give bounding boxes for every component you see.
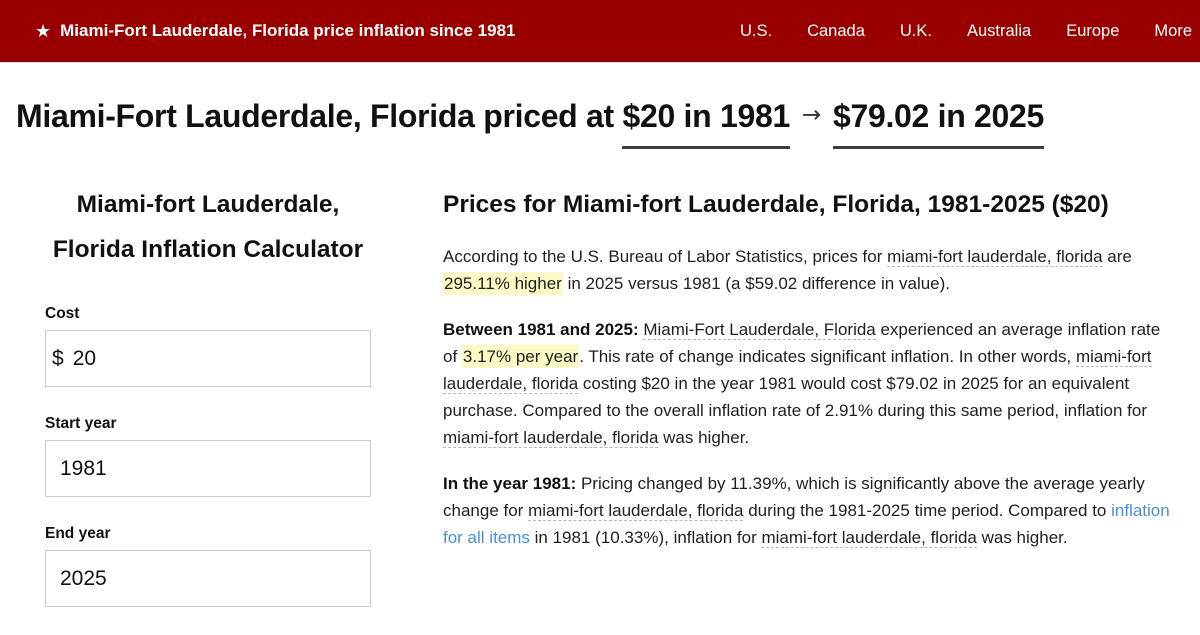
inline-text: was higher.	[658, 428, 750, 447]
bold-lead: Between 1981 and 2025:	[443, 320, 644, 339]
prices-article: Prices for Miami-fort Lauderdale, Florid…	[443, 182, 1170, 635]
cost-label: Cost	[45, 305, 80, 322]
paragraph-year-1981: In the year 1981: Pricing changed by 11.…	[443, 470, 1170, 551]
city-term: miami-fort lauderdale, florida	[528, 501, 744, 521]
end-year-label: End year	[45, 525, 111, 542]
cost-input-box[interactable]: $	[45, 330, 371, 387]
inline-text: are	[1102, 247, 1132, 266]
highlight-percent-higher: 295.11% higher	[443, 272, 563, 295]
inline-text: was higher.	[976, 528, 1068, 547]
inflation-calculator: Miami-fort Lauderdale, Florida Inflation…	[16, 182, 400, 635]
nav-link-more[interactable]: More	[1154, 21, 1192, 40]
brand-link[interactable]: ★ Miami-Fort Lauderdale, Florida price i…	[35, 21, 515, 42]
hero-from-value: $20 in 1981	[622, 98, 790, 149]
cost-field-group: Cost $	[45, 305, 371, 387]
inline-text: in 2025 versus 1981 (a $59.02 difference…	[562, 274, 951, 293]
article-heading: Prices for Miami-fort Lauderdale, Florid…	[443, 191, 1109, 218]
region-nav: U.S. Canada U.K. Australia Europe More	[740, 22, 1194, 41]
city-term: miami-fort lauderdale, florida	[443, 428, 659, 448]
city-term: Miami-Fort Lauderdale, Florida	[643, 320, 876, 340]
nav-link-europe[interactable]: Europe	[1066, 21, 1120, 40]
nav-link-uk[interactable]: U.K.	[899, 21, 932, 40]
start-year-field-group: Start year	[45, 415, 371, 497]
start-year-label: Start year	[45, 415, 117, 432]
paragraph-between-years: Between 1981 and 2025: Miami-Fort Lauder…	[443, 316, 1170, 451]
nav-link-us[interactable]: U.S.	[739, 21, 773, 40]
inline-text: during the 1981-2025 time period. Compar…	[743, 501, 1112, 520]
inline-text: costing $20 in the year 1981 would cost …	[443, 374, 1148, 420]
end-year-input[interactable]	[45, 550, 371, 607]
highlight-rate-per-year: 3.17% per year	[461, 345, 580, 368]
calculator-title: Miami-fort Lauderdale, Florida Inflation…	[52, 191, 364, 263]
paragraph-summary: According to the U.S. Bureau of Labor St…	[443, 243, 1170, 297]
hero-to-value: $79.02 in 2025	[832, 98, 1044, 149]
page-title: Miami-Fort Lauderdale, Florida priced at…	[16, 98, 1200, 149]
right-arrow-icon: →	[801, 102, 821, 128]
dollar-prefix: $	[52, 346, 64, 370]
navbar: ★ Miami-Fort Lauderdale, Florida price i…	[0, 0, 1200, 62]
star-icon: ★	[35, 20, 52, 42]
end-year-field-group: End year	[45, 525, 371, 607]
bold-lead: In the year 1981:	[443, 474, 581, 493]
hero-prefix: Miami-Fort Lauderdale, Florida priced at	[16, 98, 623, 134]
brand-title: Miami-Fort Lauderdale, Florida price inf…	[60, 21, 516, 40]
inline-text: experienced an average inflation rate of	[443, 320, 1161, 366]
link-inflation-all-items[interactable]: inflation for all items	[443, 501, 1170, 547]
city-term: miami-fort lauderdale, florida	[761, 528, 977, 548]
city-term: miami-fort lauderdale, florida	[887, 247, 1103, 267]
inline-text: in 1981 (10.33%), inflation for	[529, 528, 762, 547]
inline-text: According to the U.S. Bureau of Labor St…	[443, 247, 888, 266]
inline-text: Pricing changed by 11.39%, which is sign…	[443, 474, 1145, 520]
city-term: miami-fort lauderdale, florida	[443, 347, 1152, 394]
inline-text: . This rate of change indicates signific…	[579, 347, 1076, 366]
cost-input[interactable]	[72, 331, 370, 386]
nav-link-canada[interactable]: Canada	[807, 21, 865, 40]
main-content: Miami-fort Lauderdale, Florida Inflation…	[0, 182, 1200, 635]
start-year-input[interactable]	[45, 440, 371, 497]
nav-link-australia[interactable]: Australia	[966, 21, 1032, 40]
